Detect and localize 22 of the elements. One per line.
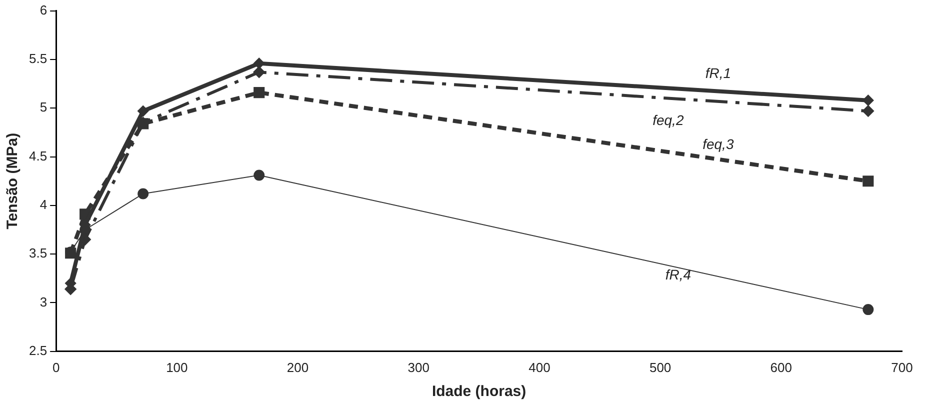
y-tick-label: 5.5 [28,51,48,66]
y-axis-title: Tensão (MPa) [4,132,22,230]
series-label: fR,1 [705,65,732,82]
x-tick-label: 0 [52,360,60,375]
y-tick-label: 3 [40,294,48,310]
x-tick-label: 200 [286,360,309,375]
y-tick-label: 5 [40,100,48,115]
x-tick-label: 300 [408,360,430,375]
y-tick-label: 2.5 [28,342,48,358]
x-tick-label: 400 [528,360,550,375]
series-label: feq,3 [702,136,734,152]
series-label: fR,4 [665,266,692,282]
y-tick-label: 3.5 [28,246,48,261]
x-tick-label: 700 [891,360,913,375]
x-tick-label: 500 [649,360,672,375]
y-tick-label: 4 [40,197,48,212]
y-tick-label: 4.5 [28,148,48,164]
x-tick-label: 100 [166,360,188,375]
x-axis-title: Idade (horas) [432,383,526,400]
series-label: feq,2 [652,112,684,128]
x-tick-label: 600 [770,360,792,375]
y-tick-label: 6 [40,2,48,18]
